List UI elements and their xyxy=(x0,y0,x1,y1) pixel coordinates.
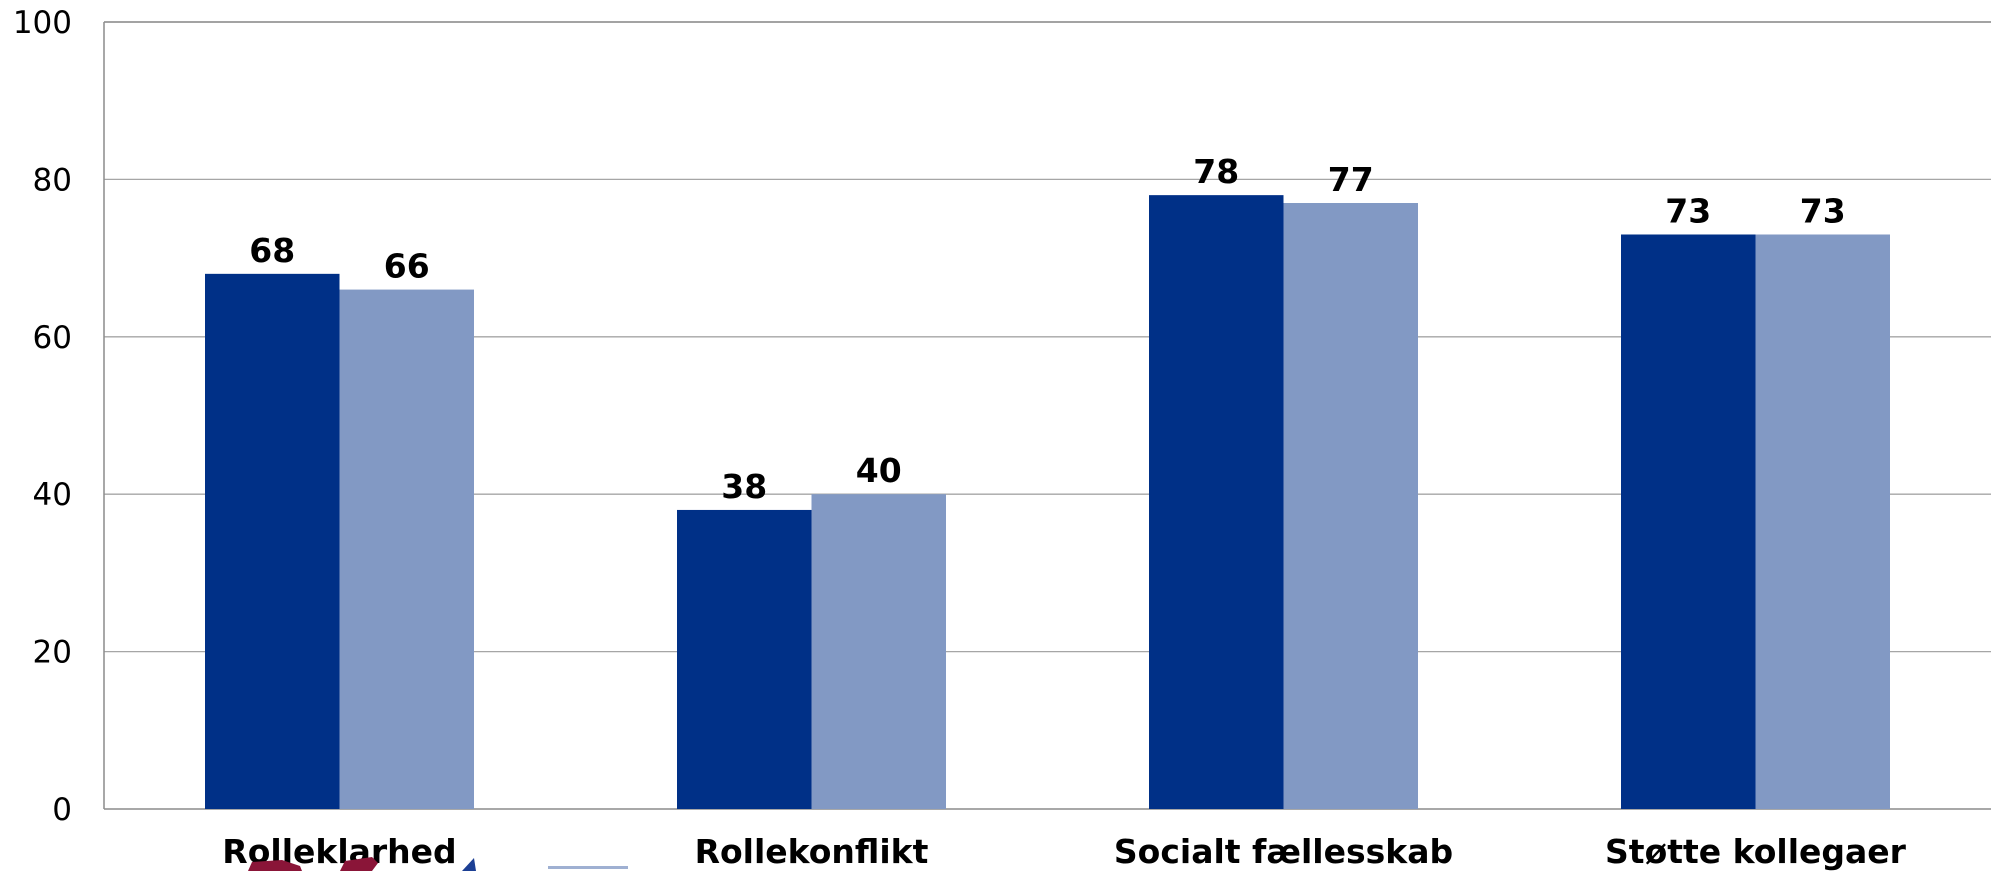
data-label: 73 xyxy=(1800,191,1846,230)
bar-series-1-1 xyxy=(677,509,812,809)
y-tick-label: 60 xyxy=(33,320,72,356)
x-tick-label: Rollekonflikt xyxy=(695,832,929,871)
bars xyxy=(205,195,1890,810)
bar-series-2-2 xyxy=(1283,203,1418,809)
bar-series-1-2 xyxy=(1149,195,1284,809)
bar-series-2-3 xyxy=(1755,234,1890,810)
data-label: 73 xyxy=(1665,191,1711,230)
y-tick-label: 100 xyxy=(13,5,72,41)
data-labels: 68 66 38 40 78 77 73 73 xyxy=(249,152,1845,506)
data-label: 77 xyxy=(1328,160,1374,199)
data-label: 40 xyxy=(856,451,902,490)
x-tick-label: Socialt fællesskab xyxy=(1114,832,1453,871)
data-label: 78 xyxy=(1193,152,1239,191)
x-axis-ticks: Rolleklarhed Rollekonflikt Socialt fælless… xyxy=(222,832,1906,871)
bar-series-1-3 xyxy=(1621,234,1756,810)
y-axis-ticks: 0 20 40 60 80 100 xyxy=(13,5,72,828)
data-label: 66 xyxy=(384,247,430,286)
x-tick-label: Støtte kollegaer xyxy=(1605,832,1907,871)
y-tick-label: 40 xyxy=(33,477,72,513)
logo-fragments xyxy=(248,857,628,871)
data-label: 68 xyxy=(249,231,295,270)
bar-series-1-0 xyxy=(205,273,340,810)
y-tick-label: 80 xyxy=(33,162,72,198)
y-tick-label: 0 xyxy=(52,792,72,828)
bar-series-2-0 xyxy=(339,289,474,810)
data-label: 38 xyxy=(721,467,767,506)
y-tick-label: 20 xyxy=(33,635,72,671)
bar-series-2-1 xyxy=(811,494,946,809)
